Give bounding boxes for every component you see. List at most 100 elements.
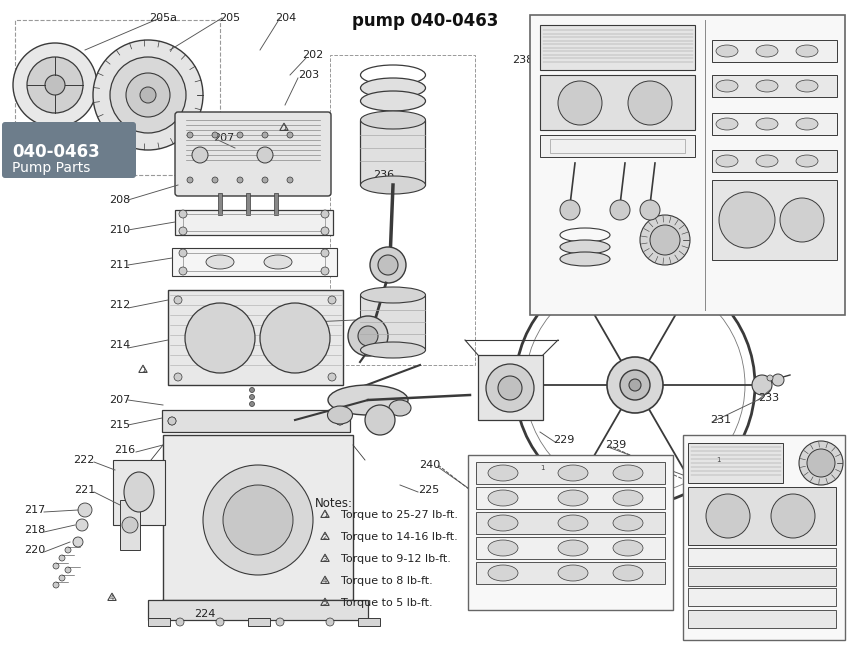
- Bar: [148, 600, 368, 620]
- Circle shape: [122, 517, 138, 533]
- Text: 215: 215: [109, 420, 130, 430]
- Text: 3: 3: [323, 556, 327, 562]
- Ellipse shape: [360, 287, 426, 303]
- Circle shape: [640, 215, 690, 265]
- Circle shape: [174, 373, 182, 381]
- Bar: [183, 253, 325, 271]
- Bar: [246, 193, 250, 215]
- Circle shape: [223, 485, 293, 555]
- Text: 207: 207: [213, 133, 235, 143]
- Ellipse shape: [796, 80, 818, 92]
- Bar: [688, 610, 836, 628]
- Ellipse shape: [360, 78, 426, 98]
- Text: 1: 1: [540, 465, 544, 471]
- Bar: [358, 618, 380, 626]
- Circle shape: [328, 296, 336, 304]
- Text: 227: 227: [525, 505, 547, 515]
- Circle shape: [59, 555, 65, 561]
- Text: 040-0463: 040-0463: [12, 143, 99, 161]
- Circle shape: [771, 494, 815, 538]
- Ellipse shape: [613, 465, 643, 481]
- Ellipse shape: [796, 155, 818, 167]
- Bar: [218, 193, 222, 215]
- Ellipse shape: [796, 45, 818, 57]
- Bar: [172, 248, 337, 276]
- Ellipse shape: [264, 255, 292, 269]
- Ellipse shape: [360, 342, 426, 358]
- Bar: [476, 562, 665, 584]
- Circle shape: [262, 132, 268, 138]
- Circle shape: [558, 81, 602, 125]
- Ellipse shape: [488, 565, 518, 581]
- Bar: [360, 295, 425, 350]
- Ellipse shape: [558, 490, 588, 506]
- Ellipse shape: [560, 240, 610, 254]
- Circle shape: [216, 618, 224, 626]
- Circle shape: [752, 375, 772, 395]
- Circle shape: [610, 200, 630, 220]
- Text: 202: 202: [302, 50, 323, 60]
- Text: Pump Parts: Pump Parts: [12, 161, 90, 175]
- Text: 229: 229: [553, 435, 575, 445]
- Circle shape: [799, 441, 843, 485]
- Text: 230: 230: [750, 445, 771, 455]
- Circle shape: [772, 374, 784, 386]
- Circle shape: [250, 401, 254, 407]
- Circle shape: [179, 210, 187, 218]
- FancyBboxPatch shape: [175, 112, 331, 196]
- Text: 221: 221: [74, 485, 95, 495]
- Bar: [688, 588, 836, 606]
- Bar: [688, 548, 836, 566]
- Circle shape: [237, 132, 243, 138]
- Bar: [15, 20, 220, 175]
- Text: 205a: 205a: [149, 13, 177, 23]
- Bar: [274, 193, 278, 215]
- Text: 1: 1: [141, 367, 145, 374]
- Circle shape: [45, 75, 65, 95]
- Circle shape: [620, 370, 650, 400]
- Circle shape: [629, 379, 641, 391]
- Bar: [478, 355, 543, 420]
- Text: 207: 207: [705, 450, 726, 460]
- Bar: [712, 113, 837, 135]
- Ellipse shape: [360, 176, 426, 194]
- Circle shape: [276, 618, 284, 626]
- Text: pump 040-0463: pump 040-0463: [352, 12, 498, 30]
- Text: 240: 240: [419, 460, 440, 470]
- Circle shape: [287, 177, 293, 183]
- Circle shape: [73, 537, 83, 547]
- Ellipse shape: [558, 465, 588, 481]
- Bar: [248, 618, 270, 626]
- Bar: [148, 618, 170, 626]
- Text: 214: 214: [109, 340, 130, 350]
- Circle shape: [187, 177, 193, 183]
- Bar: [330, 55, 475, 365]
- Circle shape: [370, 247, 406, 283]
- Circle shape: [203, 465, 313, 575]
- Circle shape: [348, 316, 388, 356]
- Circle shape: [640, 200, 660, 220]
- Circle shape: [607, 357, 663, 413]
- Circle shape: [628, 81, 672, 125]
- Text: Torque to 8 lb-ft.: Torque to 8 lb-ft.: [341, 576, 433, 586]
- Circle shape: [365, 405, 395, 435]
- Ellipse shape: [716, 118, 738, 130]
- Text: 211: 211: [109, 260, 130, 270]
- Text: 233: 233: [758, 393, 779, 403]
- Circle shape: [328, 373, 336, 381]
- Bar: [683, 435, 845, 640]
- Circle shape: [719, 192, 775, 248]
- Text: 205: 205: [219, 13, 241, 23]
- Ellipse shape: [360, 91, 426, 111]
- Circle shape: [168, 417, 176, 425]
- FancyBboxPatch shape: [2, 122, 136, 178]
- Ellipse shape: [613, 565, 643, 581]
- Text: 237: 237: [372, 95, 394, 105]
- Circle shape: [179, 249, 187, 257]
- Ellipse shape: [756, 118, 778, 130]
- Circle shape: [53, 563, 59, 569]
- Text: 235: 235: [292, 315, 313, 325]
- Bar: [688, 443, 783, 483]
- Text: 5: 5: [323, 600, 327, 606]
- Text: 203: 203: [298, 70, 319, 80]
